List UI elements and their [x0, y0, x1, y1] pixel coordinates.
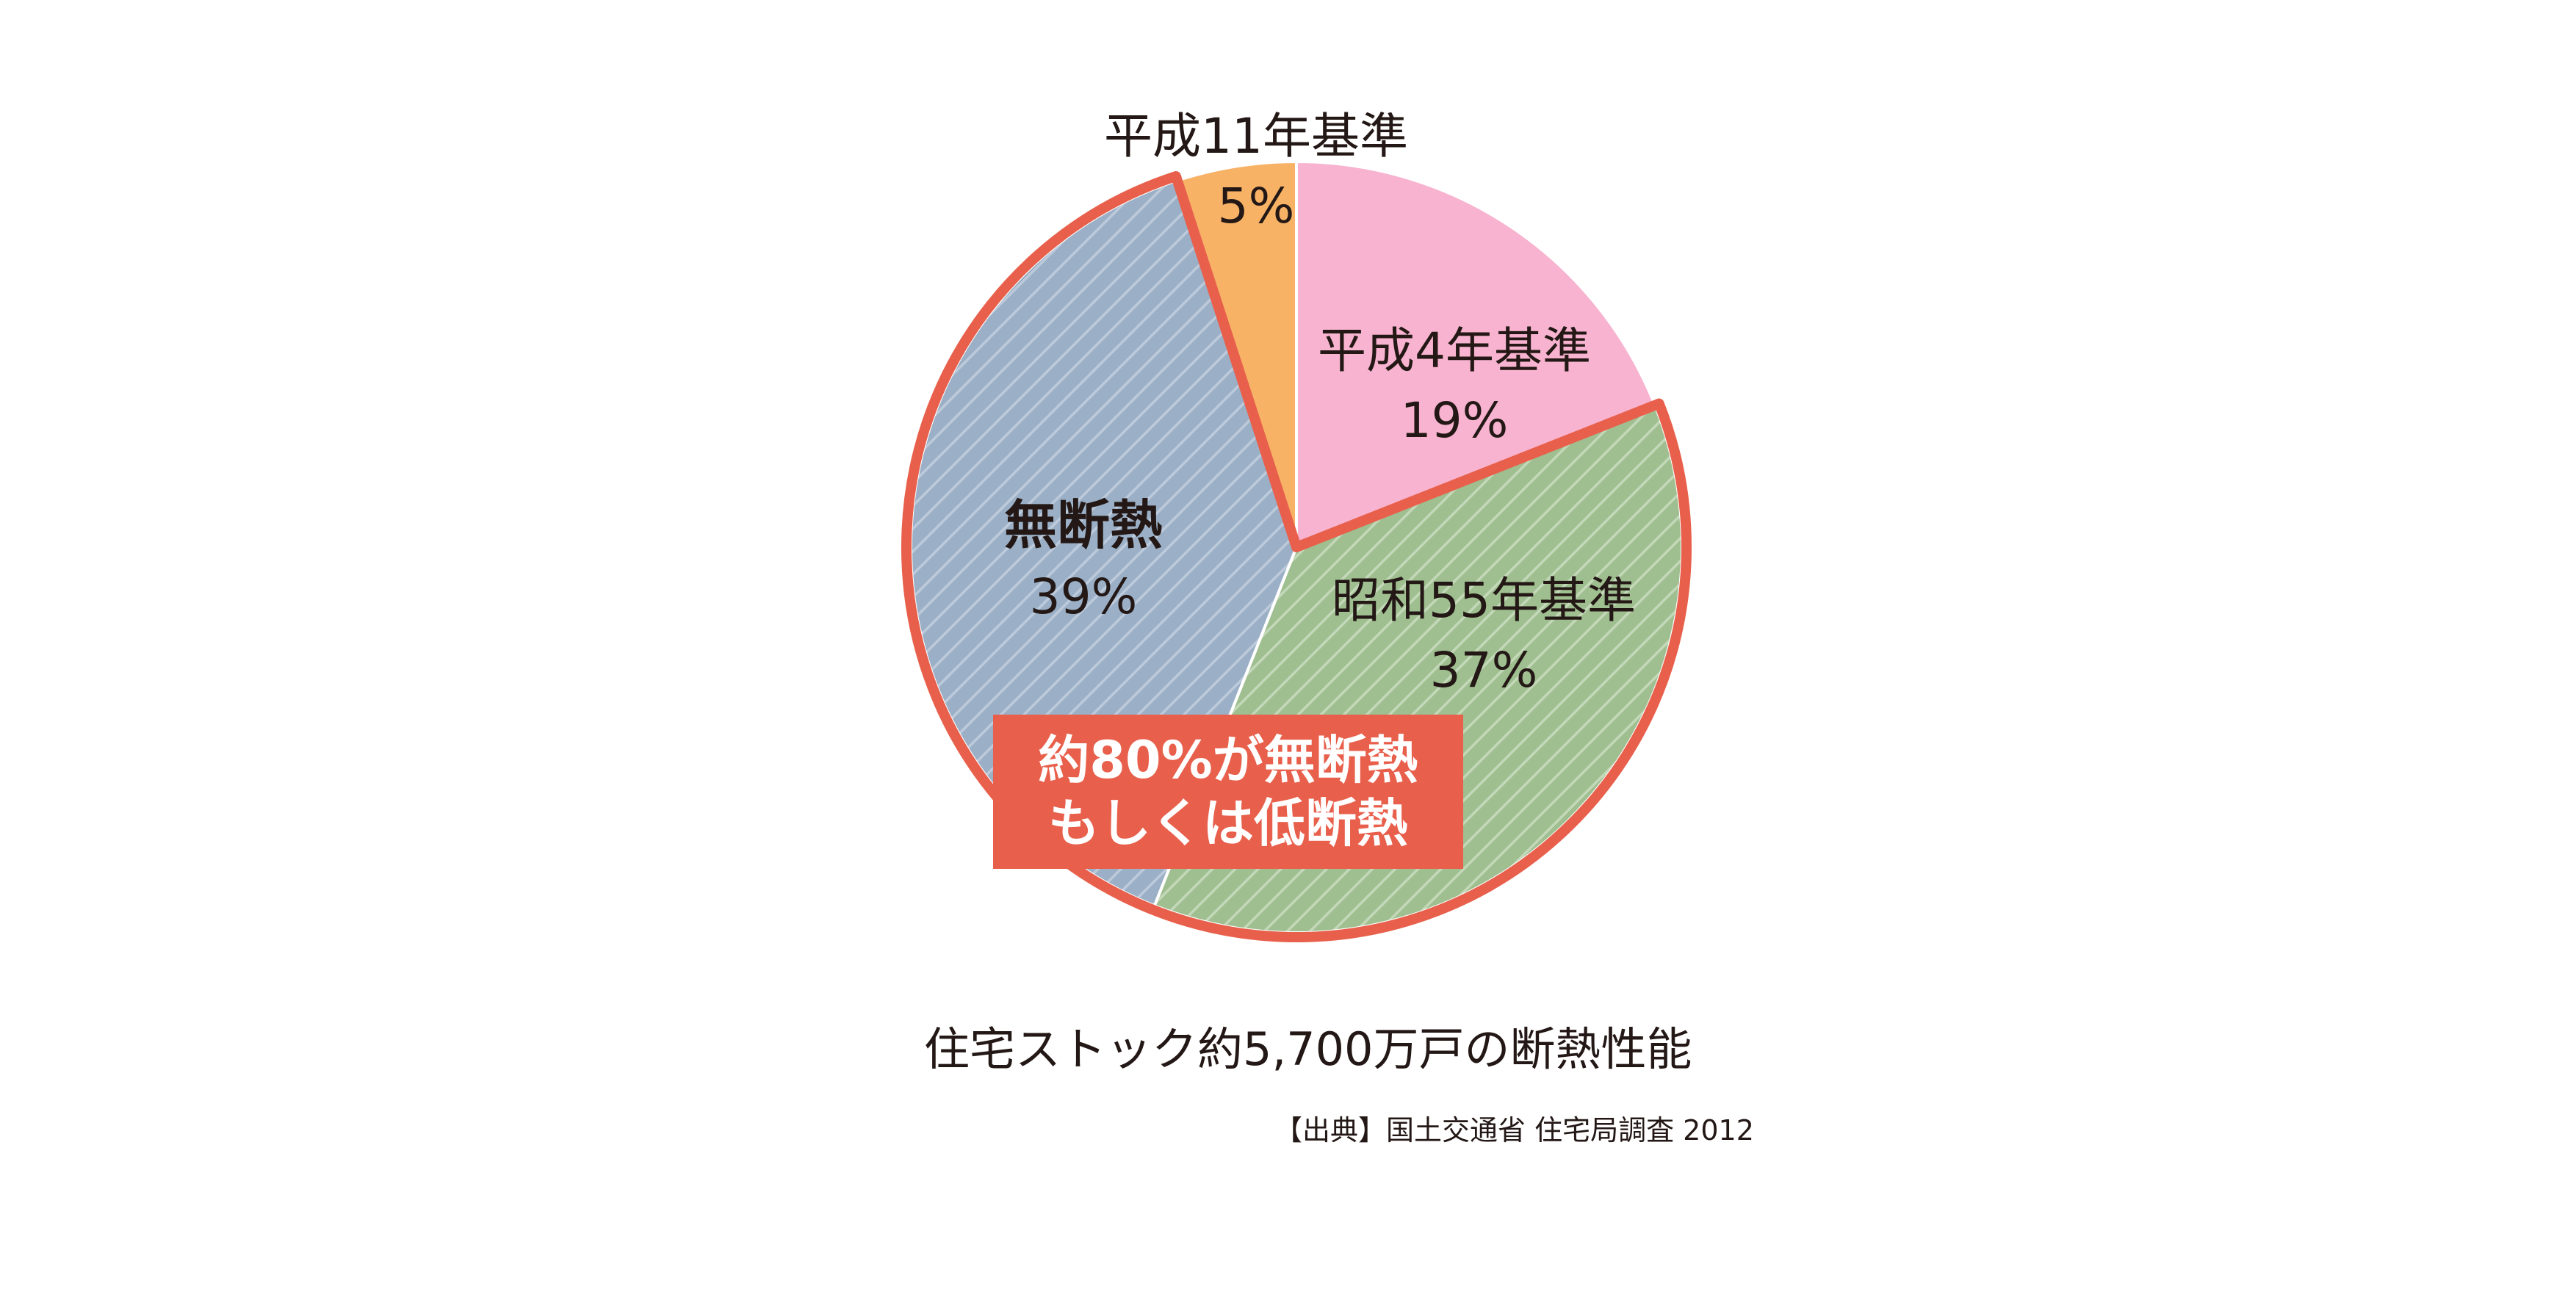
slice-name-label-1: 平成4年基準: [1318, 322, 1591, 379]
slice-value-label-2: 37%: [1430, 642, 1538, 698]
slice-value-label-4: 5%: [1218, 178, 1295, 234]
slice-name-label-4: 平成11年基準: [1104, 108, 1408, 165]
slice-value-label-3: 39%: [1030, 568, 1138, 625]
callout-line-2: もしくは低断熱: [1048, 793, 1408, 853]
chart-caption: 住宅ストック約5,700万戸の断熱性能: [924, 1022, 1692, 1076]
slice-name-label-3: 無断熱: [1004, 494, 1163, 556]
callout-box: 約80%が無断熱 もしくは低断熱: [993, 715, 1463, 869]
chart-source: 【出典】国土交通省 住宅局調査 2012: [1274, 1114, 1754, 1146]
slice-name-label-2: 昭和55年基準: [1332, 572, 1636, 629]
callout-line-1: 約80%が無断熱: [1038, 730, 1418, 790]
pie-slice-1: [1295, 159, 1657, 549]
slice-value-label-1: 19%: [1401, 392, 1509, 449]
highlight-outline: [901, 170, 1692, 942]
